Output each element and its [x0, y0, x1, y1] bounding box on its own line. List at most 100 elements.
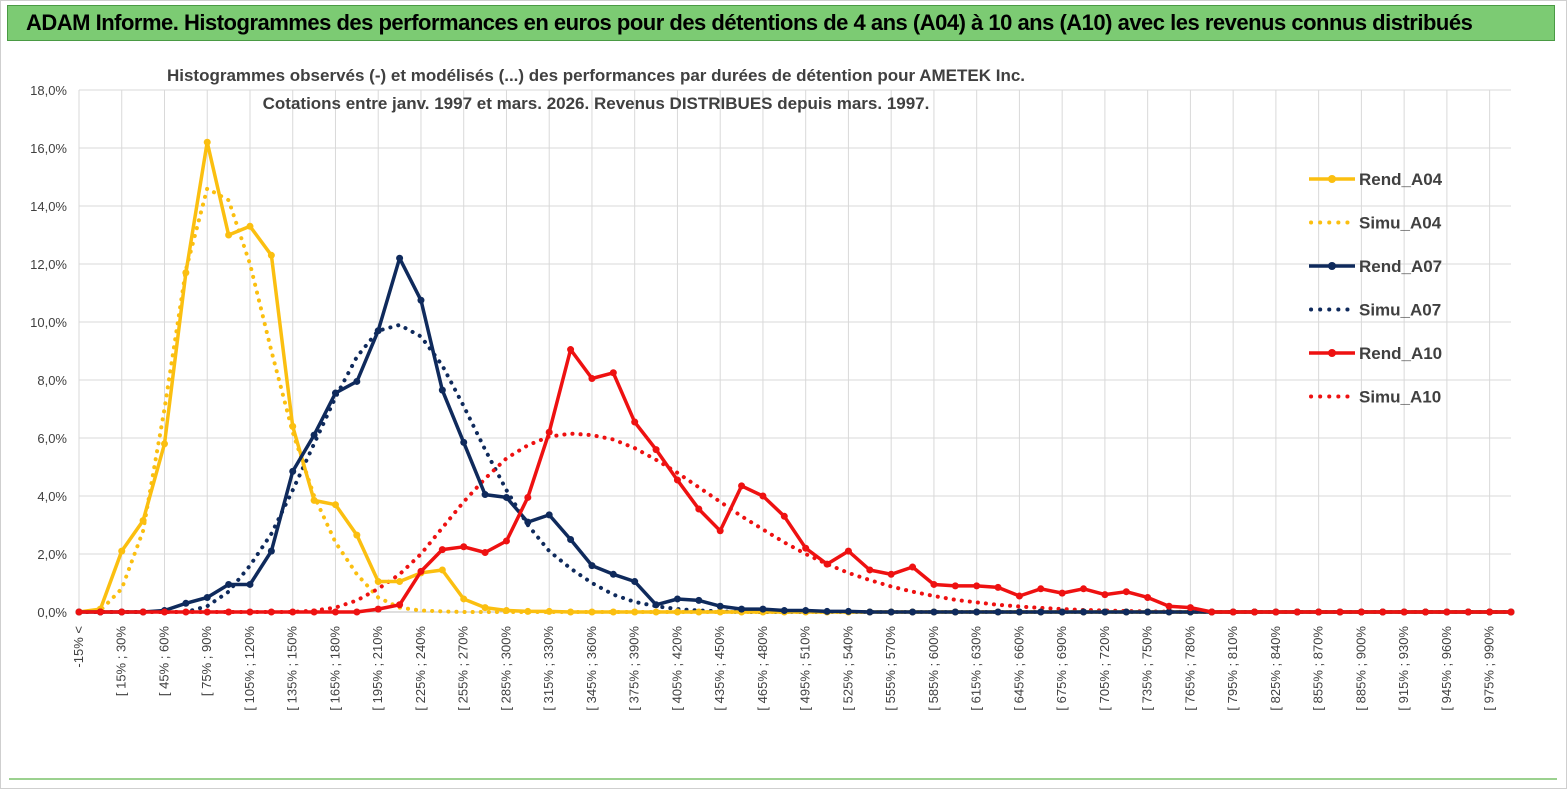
data-point-rend_a07: [695, 596, 703, 604]
data-point-rend_a10: [96, 608, 104, 616]
data-point-rend_a04: [695, 608, 703, 616]
y-tick-label: 18,0%: [30, 83, 67, 98]
data-point-rend_a10: [994, 583, 1002, 591]
data-point-rend_a07: [225, 580, 233, 588]
data-point-rend_a10: [1015, 592, 1023, 600]
legend-label: Rend_A04: [1359, 170, 1443, 189]
data-point-rend_a07: [609, 570, 617, 578]
data-point-rend_a10: [1229, 608, 1237, 616]
data-point-rend_a07: [182, 599, 190, 607]
grid-lines: [78, 89, 1511, 613]
data-point-rend_a04: [246, 222, 254, 230]
data-point-rend_a10: [182, 608, 190, 616]
y-tick-label: 12,0%: [30, 257, 67, 272]
data-point-rend_a07: [417, 296, 425, 304]
series-line-simu_a04: [77, 186, 1513, 614]
data-point-rend_a10: [695, 505, 703, 513]
data-point-rend_a10: [1037, 585, 1045, 593]
x-tick-label: [ 615% ; 630%: [969, 626, 984, 711]
data-point-rend_a10: [909, 563, 917, 571]
data-point-rend_a07: [1122, 608, 1130, 616]
x-tick-label: [ 435% ; 450%: [712, 626, 727, 711]
data-point-rend_a07: [502, 493, 510, 501]
data-point-rend_a10: [951, 582, 959, 590]
y-axis: 0,0% 2,0% 4,0% 6,0% 8,0% 10,0% 12,0% 14,0% 16,0%…: [30, 83, 67, 620]
x-tick-label: [ 645% ; 660%: [1011, 626, 1026, 711]
data-point-rend_a10: [139, 608, 147, 616]
data-point-rend_a10: [331, 608, 339, 616]
data-point-rend_a04: [652, 608, 660, 616]
data-point-rend_a07: [1165, 608, 1173, 616]
x-tick-label: [ 675% ; 690%: [1054, 626, 1069, 711]
data-point-rend_a10: [1315, 608, 1323, 616]
data-point-rend_a04: [588, 608, 596, 616]
data-point-rend_a04: [481, 604, 489, 612]
data-point-rend_a07: [844, 607, 852, 615]
data-point-rend_a04: [353, 531, 361, 539]
data-point-rend_a10: [1357, 608, 1365, 616]
x-tick-label: [ 375% ; 390%: [627, 626, 642, 711]
x-tick-label: [ 495% ; 510%: [798, 626, 813, 711]
x-tick-label: [ 225% ; 240%: [413, 626, 428, 711]
data-point-rend_a07: [588, 562, 596, 570]
data-point-rend_a07: [567, 536, 575, 543]
legend-label: Rend_A07: [1359, 257, 1442, 276]
data-point-rend_a10: [545, 428, 553, 436]
data-point-rend_a04: [438, 566, 446, 574]
data-point-rend_a10: [481, 549, 489, 557]
series-line-rend_a04: [78, 140, 1511, 614]
data-point-rend_a07: [1037, 608, 1045, 616]
data-point-rend_a10: [1165, 602, 1173, 610]
data-point-rend_a04: [609, 608, 617, 616]
data-point-rend_a10: [353, 608, 361, 616]
legend-label: Rend_A10: [1359, 344, 1442, 363]
data-point-rend_a04: [289, 422, 297, 430]
data-point-rend_a10: [1272, 608, 1280, 616]
x-tick-label: [ 345% ; 360%: [584, 626, 599, 711]
y-tick-label: 2,0%: [37, 547, 67, 562]
data-point-rend_a07: [780, 607, 788, 615]
y-tick-label: 16,0%: [30, 141, 67, 156]
legend-label: Simu_A04: [1359, 214, 1442, 233]
x-tick-label: [ 75% ; 90%: [199, 626, 214, 697]
report-banner: ADAM Informe. Histogrammes des performan…: [7, 5, 1555, 41]
data-point-rend_a07: [994, 608, 1002, 616]
chart-legend: Rend_A04 Simu_A04 Rend_A07 Simu_A07 Rend_A10…: [1309, 170, 1443, 407]
x-tick-label: [ 105% ; 120%: [242, 626, 257, 711]
data-point-rend_a10: [1443, 608, 1451, 616]
data-point-rend_a10: [1336, 608, 1344, 616]
data-point-rend_a10: [160, 608, 168, 616]
data-point-rend_a07: [802, 607, 810, 615]
x-tick-label: [ 765% ; 780%: [1182, 626, 1197, 711]
data-point-rend_a07: [396, 254, 404, 262]
data-point-rend_a07: [759, 605, 767, 613]
data-point-rend_a07: [738, 605, 746, 613]
x-tick-label: [ 45% ; 60%: [156, 626, 171, 697]
x-tick-label: [ 585% ; 600%: [926, 626, 941, 711]
data-point-rend_a10: [930, 580, 938, 588]
series-line-simu_a10: [77, 431, 1513, 614]
data-point-rend_a07: [973, 608, 981, 616]
y-tick-label: 6,0%: [37, 431, 67, 446]
data-point-rend_a10: [1208, 608, 1216, 616]
data-point-rend_a04: [460, 595, 468, 603]
data-point-rend_a10: [588, 375, 596, 383]
data-point-rend_a10: [738, 482, 746, 490]
data-point-rend_a10: [1080, 585, 1088, 593]
data-point-rend_a10: [524, 493, 532, 501]
data-point-rend_a04: [374, 578, 382, 586]
y-tick-label: 14,0%: [30, 199, 67, 214]
data-point-rend_a07: [353, 377, 361, 385]
x-tick-label: [ 705% ; 720%: [1097, 626, 1112, 711]
data-point-rend_a04: [139, 517, 147, 525]
legend-marker: [1328, 175, 1336, 183]
data-point-rend_a10: [374, 605, 382, 613]
data-point-rend_a10: [1293, 608, 1301, 616]
data-point-rend_a04: [182, 269, 190, 277]
series-line-rend_a10: [79, 347, 1511, 614]
data-point-rend_a10: [225, 608, 233, 616]
data-point-rend_a07: [1015, 608, 1023, 616]
data-point-rend_a04: [331, 501, 339, 509]
x-tick-label: [ 465% ; 480%: [755, 626, 770, 711]
data-point-rend_a04: [502, 607, 510, 615]
